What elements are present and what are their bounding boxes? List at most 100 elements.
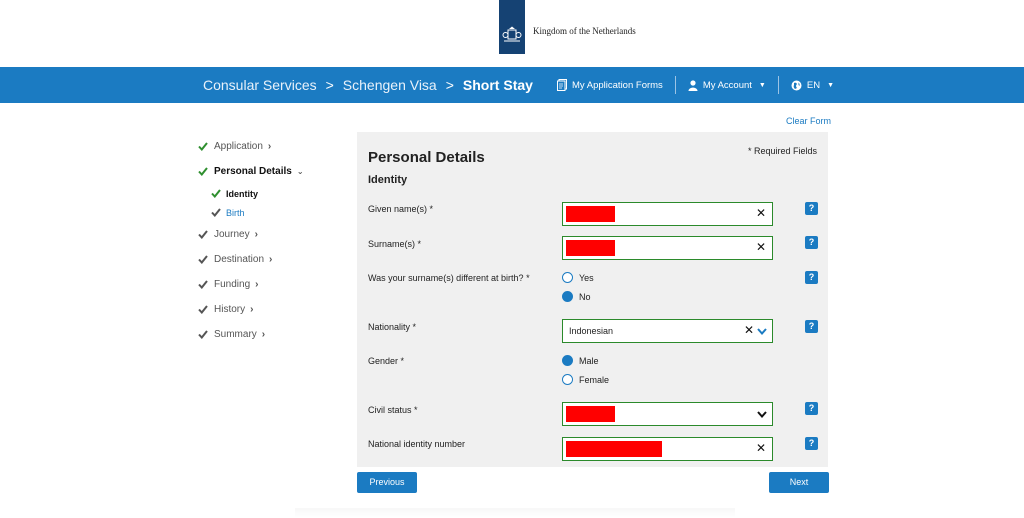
surname-label: Surname(s) * [368,239,422,249]
chevron-down-icon: ⌄ [296,167,304,176]
given-names-input[interactable]: ✕ [562,202,773,226]
gender-male-radio[interactable]: Male [562,355,599,366]
step-label: Journey [214,229,250,240]
step-label: Application [214,141,263,152]
caret-down-icon: ▼ [758,81,766,89]
breadcrumb-consular-services[interactable]: Consular Services [203,77,317,93]
substep-label: Identity [226,188,259,199]
nationality-value: Indonesian [569,326,614,336]
step-personal-details[interactable]: Personal Details ⌄ [198,159,348,184]
check-icon [198,142,208,151]
clear-icon[interactable]: ✕ [755,206,766,220]
check-icon [198,280,208,289]
breadcrumb-short-stay: Short Stay [462,77,533,93]
check-icon [198,230,208,239]
step-summary[interactable]: Summary › [198,322,348,347]
surname-different-label: Was your surname(s) different at birth? … [368,273,530,283]
nationality-select[interactable]: Indonesian ✕ [562,319,773,343]
my-account-menu[interactable]: My Account ▼ [688,80,766,91]
chevron-right-icon: › [261,329,266,340]
step-funding[interactable]: Funding › [198,272,348,297]
help-icon[interactable]: ? [805,320,818,333]
chevron-right-icon: › [269,254,273,265]
step-label: Personal Details [214,166,292,177]
nationality-label: Nationality * [368,322,417,332]
radio-label: Female [579,374,610,385]
substep-label: Birth [226,207,245,218]
required-fields-note: * Required Fields [747,146,817,156]
language-label: EN [806,79,821,91]
step-label: Destination [214,254,265,265]
help-icon[interactable]: ? [805,437,818,450]
logo-text: Kingdom of the Netherlands [533,26,636,36]
national-id-label: National identity number [368,439,466,449]
radio-selected-icon [562,291,573,302]
help-icon[interactable]: ? [805,236,818,249]
main-navbar: Consular Services > Schengen Visa > Shor… [0,67,1024,103]
redacted-value [566,206,615,222]
my-account-label: My Account [702,79,752,91]
nav-divider [777,76,779,94]
surname-input[interactable]: ✕ [562,236,773,260]
chevron-right-icon: › [254,229,258,240]
step-journey[interactable]: Journey › [198,222,348,247]
user-icon [688,79,698,91]
gender-female-radio[interactable]: Female [562,374,609,385]
clear-icon[interactable]: ✕ [755,441,766,455]
breadcrumb-separator: > [325,77,334,93]
redacted-value [566,406,615,422]
step-application[interactable]: Application › [198,134,348,159]
surname-different-yes-radio[interactable]: Yes [562,272,594,283]
redacted-value [566,441,662,457]
chevron-right-icon: › [250,304,254,315]
step-label: History [214,304,246,315]
page-title: Personal Details [368,149,485,166]
next-button[interactable]: Next [769,472,829,493]
section-title: Identity [368,174,408,186]
clear-form-link[interactable]: Clear Form [786,116,832,126]
footer-shadow [295,508,735,518]
check-icon [198,305,208,314]
my-application-forms-link[interactable]: My Application Forms [557,79,663,91]
step-destination[interactable]: Destination › [198,247,348,272]
radio-icon [562,272,573,283]
globe-icon [791,80,802,90]
site-header: Kingdom of the Netherlands [0,0,1024,67]
substep-birth[interactable]: Birth [198,203,348,222]
forms-icon [557,79,567,91]
chevron-down-icon[interactable] [757,328,767,335]
clear-icon[interactable]: ✕ [755,240,766,254]
step-navigation: Application › Personal Details ⌄ Identit… [198,134,348,347]
substep-identity[interactable]: Identity [198,184,348,203]
check-icon [198,255,208,264]
my-application-forms-label: My Application Forms [572,79,663,91]
civil-status-label: Civil status * [368,405,418,415]
chevron-right-icon: › [267,141,272,152]
step-label: Funding [214,279,251,290]
previous-button[interactable]: Previous [357,472,417,493]
breadcrumb-schengen-visa[interactable]: Schengen Visa [342,77,437,93]
step-history[interactable]: History › [198,297,348,322]
radio-label: Yes [579,272,594,283]
nav-divider [674,76,676,94]
form-panel: Personal Details * Required Fields Ident… [357,132,828,467]
chevron-down-icon[interactable] [757,411,767,418]
national-id-input[interactable]: ✕ [562,437,773,461]
help-icon[interactable]: ? [805,202,818,215]
check-icon [198,330,208,339]
chevron-right-icon: › [255,279,259,290]
clear-icon[interactable]: ✕ [743,323,754,337]
breadcrumb-separator: > [445,77,454,93]
language-menu[interactable]: EN ▼ [791,80,834,91]
surname-different-no-radio[interactable]: No [562,291,591,302]
radio-label: Male [579,355,599,366]
help-icon[interactable]: ? [805,402,818,415]
radio-selected-icon [562,355,573,366]
radio-label: No [579,291,591,302]
netherlands-logo[interactable] [499,0,525,54]
coat-of-arms-icon [502,26,522,42]
civil-status-select[interactable] [562,402,773,426]
help-icon[interactable]: ? [805,271,818,284]
given-names-label: Given name(s) * [368,204,434,214]
caret-down-icon: ▼ [827,81,834,89]
